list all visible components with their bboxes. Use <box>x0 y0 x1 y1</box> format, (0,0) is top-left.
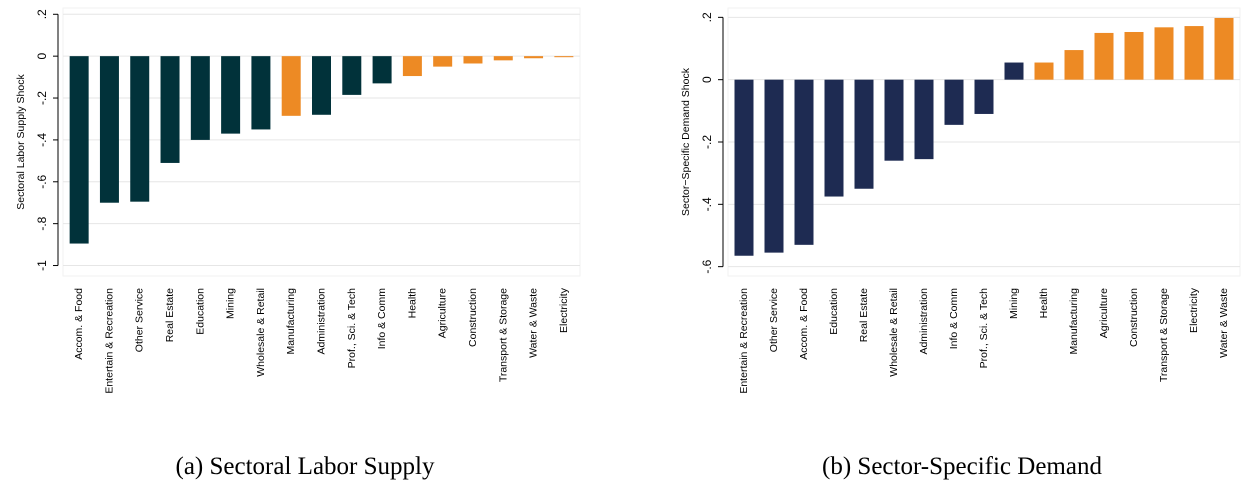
bar-labor-13 <box>433 56 453 67</box>
bar-demand-5 <box>854 79 874 189</box>
category-label: Health <box>406 288 418 319</box>
category-label: Administration <box>316 288 328 355</box>
category-label: Water & Waste <box>1218 288 1230 358</box>
bar-demand-4 <box>824 79 844 197</box>
category-label: Education <box>828 288 840 335</box>
category-label: Manufacturing <box>1068 288 1080 355</box>
category-label: Electricity <box>558 287 570 333</box>
category-label: Construction <box>1128 288 1140 347</box>
bar-demand-10 <box>1004 62 1024 80</box>
y-tick-label: 0 <box>700 76 714 83</box>
bar-labor-16 <box>524 56 544 59</box>
y-axis-title: Sectoral Labor Supply Shock <box>15 74 27 210</box>
y-tick-label: -.6 <box>700 259 714 273</box>
bar-labor-17 <box>554 56 574 58</box>
y-tick-label: -.8 <box>35 216 49 230</box>
category-label: Wholesale & Retail <box>888 288 900 377</box>
category-label: Agriculture <box>437 288 449 338</box>
bar-labor-6 <box>221 56 241 134</box>
category-label: Info & Comm <box>376 288 388 350</box>
bar-demand-14 <box>1124 31 1144 80</box>
y-tick-label: .2 <box>35 9 49 19</box>
panel-caption: (b) Sector-Specific Demand <box>822 453 1102 480</box>
panel-sectoral-labor-supply: .2 0 -.2 -.4 -.6 -.8 -1 Sectoral Labor Supply S… <box>15 7 581 480</box>
y-tick-label: -.2 <box>35 91 49 105</box>
category-label: Entertain & Recreation <box>738 288 750 394</box>
y-tick-label: -.6 <box>35 174 49 188</box>
bar-demand-3 <box>794 79 814 245</box>
bar-demand-9 <box>974 79 994 114</box>
bar-demand-8 <box>944 79 964 125</box>
y-tick-label: 0 <box>35 53 49 60</box>
bar-demand-2 <box>764 79 784 253</box>
bar-demand-17 <box>1214 17 1234 80</box>
panel-caption: (a) Sectoral Labor Supply <box>176 453 435 480</box>
y-axis-title: Sector−Specific Demand Shock <box>680 67 692 216</box>
y-tick-label: -.2 <box>700 135 714 149</box>
bar-labor-15 <box>493 56 513 61</box>
bar-labor-14 <box>463 56 483 64</box>
y-tick-label: .2 <box>700 12 714 22</box>
bar-demand-16 <box>1184 26 1204 80</box>
category-label: Administration <box>918 288 930 355</box>
category-label: Transport & Storage <box>1158 288 1170 382</box>
bar-demand-15 <box>1154 27 1174 80</box>
bar-labor-5 <box>190 56 210 140</box>
bar-demand-13 <box>1094 32 1114 80</box>
category-label: Mining <box>1008 288 1020 319</box>
category-label: Manufacturing <box>285 288 297 355</box>
bar-demand-12 <box>1064 50 1084 80</box>
category-label: Wholesale & Retail <box>255 288 267 377</box>
category-label: Real Estate <box>164 288 176 342</box>
bar-labor-10 <box>342 56 362 95</box>
bar-labor-3 <box>130 56 150 202</box>
category-label: Construction <box>467 288 479 347</box>
category-label: Agriculture <box>1098 288 1110 338</box>
bar-labor-11 <box>372 56 392 84</box>
category-label: Other Service <box>134 288 146 352</box>
panel-sector-specific-demand: .2 0 -.2 -.4 -.6 Sector−Specific Demand Shock… <box>680 7 1241 480</box>
category-label: Info & Comm <box>948 288 960 350</box>
bar-demand-1 <box>734 79 754 256</box>
bar-labor-4 <box>160 56 180 163</box>
category-label: Real Estate <box>858 288 870 342</box>
category-label: Entertain & Recreation <box>103 288 115 394</box>
category-label: Prof., Sci. & Tech <box>978 288 990 368</box>
category-label: Education <box>194 288 206 335</box>
category-label: Mining <box>225 288 237 319</box>
bar-labor-12 <box>402 56 422 77</box>
category-label: Water & Waste <box>528 288 540 358</box>
category-label: Electricity <box>1188 287 1200 333</box>
bar-labor-8 <box>281 56 301 116</box>
bar-labor-7 <box>251 56 271 130</box>
category-label: Prof., Sci. & Tech <box>346 288 358 368</box>
y-tick-label: -.4 <box>700 197 714 211</box>
category-label: Other Service <box>768 288 780 352</box>
bar-demand-6 <box>884 79 904 161</box>
y-tick-label: -1 <box>35 260 49 271</box>
bar-labor-9 <box>312 56 331 115</box>
category-label: Transport & Storage <box>497 288 509 382</box>
category-label: Health <box>1038 288 1050 319</box>
bar-demand-11 <box>1034 62 1054 80</box>
bar-labor-2 <box>99 56 119 203</box>
category-label: Accom. & Food <box>798 288 810 360</box>
bar-demand-7 <box>914 79 934 160</box>
y-tick-label: -.4 <box>35 133 49 147</box>
bar-labor-1 <box>69 56 89 244</box>
category-label: Accom. & Food <box>73 288 85 360</box>
